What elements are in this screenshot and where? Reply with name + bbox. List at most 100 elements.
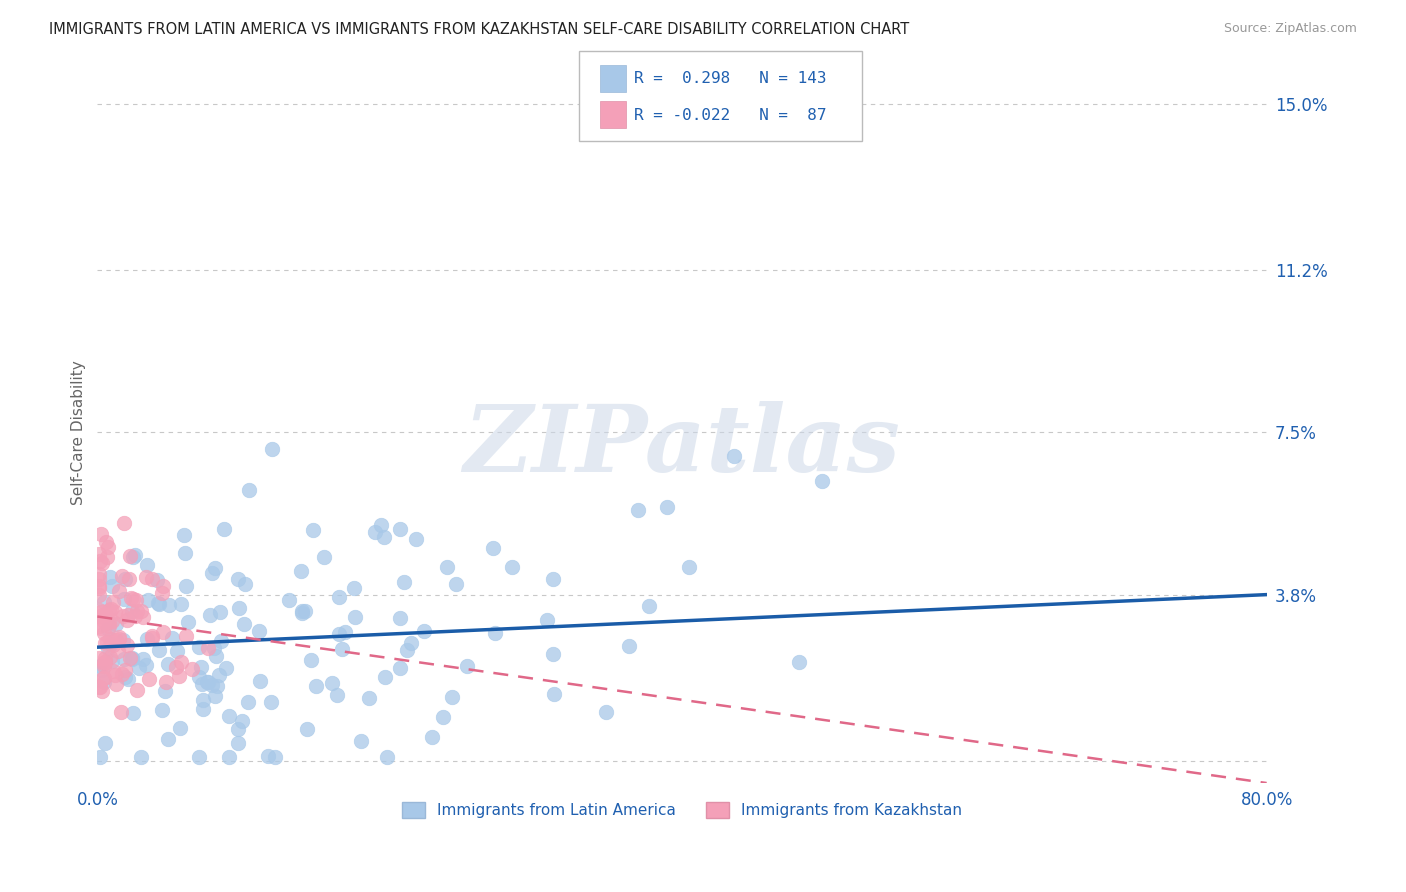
Point: [343, 582, 366, 596]
Point: [90, 608, 112, 623]
Point: [204, 689, 226, 703]
Point: [413, 624, 436, 639]
Point: [191, 702, 214, 716]
Point: [87, 619, 110, 633]
Point: [226, 572, 249, 586]
Point: [141, 572, 163, 586]
Point: [87, 681, 110, 695]
Point: [373, 530, 395, 544]
Point: [238, 483, 260, 498]
Point: [655, 500, 678, 515]
Point: [388, 611, 411, 625]
Point: [121, 604, 143, 618]
Point: [389, 522, 412, 536]
Point: [277, 592, 299, 607]
Point: [145, 573, 167, 587]
Point: [124, 609, 146, 624]
Point: [536, 613, 558, 627]
Point: [201, 566, 224, 581]
Point: [148, 643, 170, 657]
Point: [107, 584, 129, 599]
Point: [112, 608, 135, 623]
Point: [100, 637, 122, 651]
Point: [370, 517, 392, 532]
Point: [209, 634, 232, 648]
Point: [98, 649, 121, 664]
Point: [136, 632, 159, 646]
Point: [290, 565, 312, 579]
Point: [233, 616, 256, 631]
Point: [94, 650, 117, 665]
Point: [375, 749, 398, 764]
Point: [389, 661, 412, 675]
Point: [90, 684, 112, 698]
Point: [105, 633, 128, 648]
Point: [723, 450, 745, 464]
Point: [93, 671, 115, 685]
Point: [678, 560, 700, 574]
Point: [350, 734, 373, 748]
Point: [94, 655, 117, 669]
Point: [89, 554, 111, 568]
Point: [302, 523, 325, 537]
Point: [157, 598, 180, 612]
Point: [87, 579, 110, 593]
Point: [484, 626, 506, 640]
Point: [138, 672, 160, 686]
Point: [312, 550, 335, 565]
Point: [91, 672, 114, 686]
Point: [89, 749, 111, 764]
Point: [197, 674, 219, 689]
Point: [114, 572, 136, 586]
Y-axis label: Self-Care Disability: Self-Care Disability: [72, 360, 86, 505]
Point: [333, 625, 356, 640]
Point: [399, 635, 422, 649]
Point: [93, 615, 115, 629]
Point: [169, 721, 191, 735]
Point: [228, 601, 250, 615]
Point: [420, 730, 443, 744]
Point: [103, 605, 125, 619]
Point: [100, 655, 122, 669]
Point: [247, 624, 270, 638]
Point: [173, 528, 195, 542]
Point: [202, 641, 225, 656]
Point: [197, 640, 219, 655]
Point: [110, 706, 132, 720]
Point: [436, 559, 458, 574]
Point: [326, 688, 349, 702]
Point: [169, 668, 191, 682]
Point: [89, 658, 111, 673]
Point: [96, 549, 118, 564]
Point: [627, 503, 650, 517]
Point: [249, 673, 271, 688]
Point: [617, 639, 640, 653]
Point: [226, 723, 249, 737]
Point: [94, 607, 117, 622]
Point: [165, 659, 187, 673]
Point: [392, 574, 415, 589]
Point: [125, 683, 148, 698]
Point: [174, 546, 197, 560]
Point: [93, 657, 115, 671]
Point: [120, 549, 142, 563]
Point: [170, 597, 193, 611]
Point: [541, 648, 564, 662]
Point: [108, 632, 131, 647]
Point: [432, 709, 454, 723]
Point: [148, 596, 170, 610]
Point: [94, 608, 117, 623]
Point: [811, 474, 834, 488]
Point: [131, 604, 153, 618]
Point: [343, 609, 366, 624]
Point: [136, 558, 159, 573]
Point: [218, 708, 240, 723]
Point: [193, 692, 215, 706]
Point: [174, 629, 197, 643]
Point: [264, 749, 287, 764]
Point: [98, 619, 121, 633]
Text: R =  0.298   N = 143: R = 0.298 N = 143: [634, 71, 827, 87]
Point: [103, 595, 125, 609]
Point: [501, 559, 523, 574]
Point: [129, 749, 152, 764]
